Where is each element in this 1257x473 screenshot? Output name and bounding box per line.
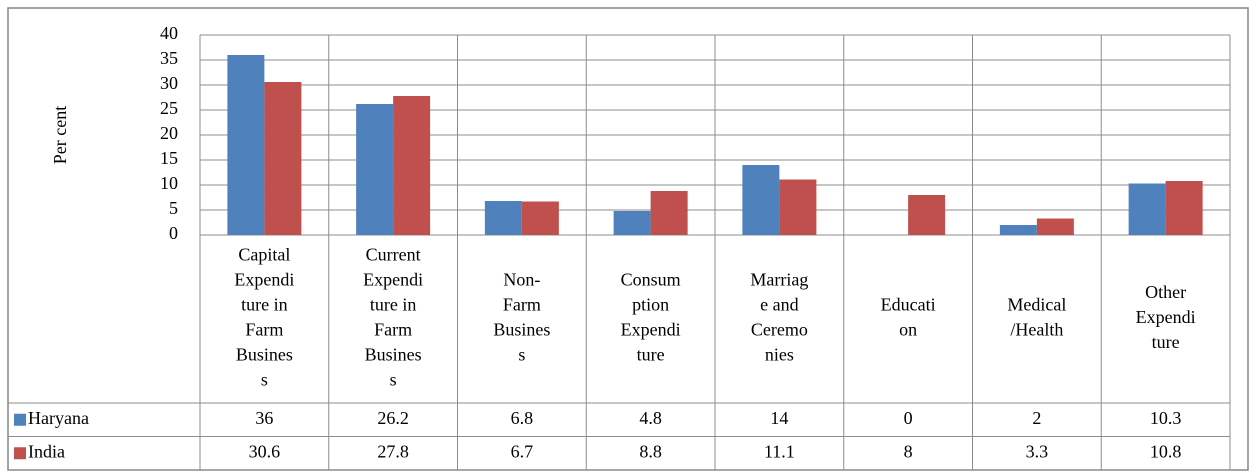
chart-border bbox=[7, 7, 1249, 471]
y-tick-label: 0 bbox=[169, 223, 178, 243]
table-value: 26.2 bbox=[377, 408, 409, 428]
bar bbox=[999, 225, 1037, 235]
bar bbox=[1128, 183, 1166, 235]
x-tick-label: Educati on bbox=[881, 295, 936, 340]
y-tick-label: 5 bbox=[169, 198, 178, 218]
table-value: 30.6 bbox=[249, 441, 281, 461]
bar bbox=[393, 96, 431, 235]
legend-label: Haryana bbox=[28, 408, 89, 428]
table-value: 6.8 bbox=[511, 408, 534, 428]
y-axis-title: Per cent bbox=[50, 106, 70, 164]
y-tick-label: 30 bbox=[160, 73, 178, 93]
table-value: 0 bbox=[904, 408, 913, 428]
table-value: 8.8 bbox=[639, 441, 662, 461]
x-tick-label: Medical/Health bbox=[1007, 295, 1066, 340]
bar bbox=[227, 55, 265, 235]
bar bbox=[779, 179, 817, 235]
y-tick-label: 20 bbox=[160, 123, 178, 143]
bar bbox=[521, 201, 559, 235]
x-tick-label: Marriag e and Ceremo nies bbox=[750, 270, 808, 365]
bar bbox=[356, 104, 394, 235]
y-tick-label: 15 bbox=[160, 148, 178, 168]
table-value: 27.8 bbox=[377, 441, 409, 461]
bar bbox=[613, 211, 651, 235]
table-value: 4.8 bbox=[639, 408, 662, 428]
bar bbox=[650, 191, 688, 235]
y-tick-label: 35 bbox=[160, 48, 178, 68]
table-value: 3.3 bbox=[1026, 441, 1049, 461]
legend-label: India bbox=[28, 441, 65, 461]
x-tick-label: Non-Farm Busines s bbox=[493, 270, 550, 365]
table-value: 11.1 bbox=[764, 441, 795, 461]
table-value: 36 bbox=[255, 408, 273, 428]
bar bbox=[908, 195, 946, 235]
x-tick-label: Capital Expendi ture in Farm Busines s bbox=[234, 245, 294, 390]
table-value: 10.8 bbox=[1150, 441, 1182, 461]
x-tick-label: Consum ption Expendi ture bbox=[621, 270, 681, 365]
table-value: 6.7 bbox=[511, 441, 534, 461]
x-tick-label: Current Expendi ture in Farm Busines s bbox=[363, 245, 423, 390]
bar bbox=[264, 82, 302, 235]
y-tick-label: 40 bbox=[160, 23, 178, 43]
y-tick-label: 25 bbox=[160, 98, 178, 118]
table-value: 8 bbox=[904, 441, 913, 461]
table-value: 2 bbox=[1032, 408, 1041, 428]
bar bbox=[1036, 218, 1074, 235]
bar bbox=[484, 201, 522, 235]
x-tick-label: Other Expendi ture bbox=[1136, 282, 1196, 352]
table-value: 14 bbox=[770, 408, 788, 428]
legend-key bbox=[14, 447, 26, 460]
legend-key bbox=[14, 413, 26, 426]
table-value: 10.3 bbox=[1150, 408, 1182, 428]
bar bbox=[742, 165, 780, 235]
bar bbox=[1165, 181, 1203, 235]
y-tick-label: 10 bbox=[160, 173, 178, 193]
